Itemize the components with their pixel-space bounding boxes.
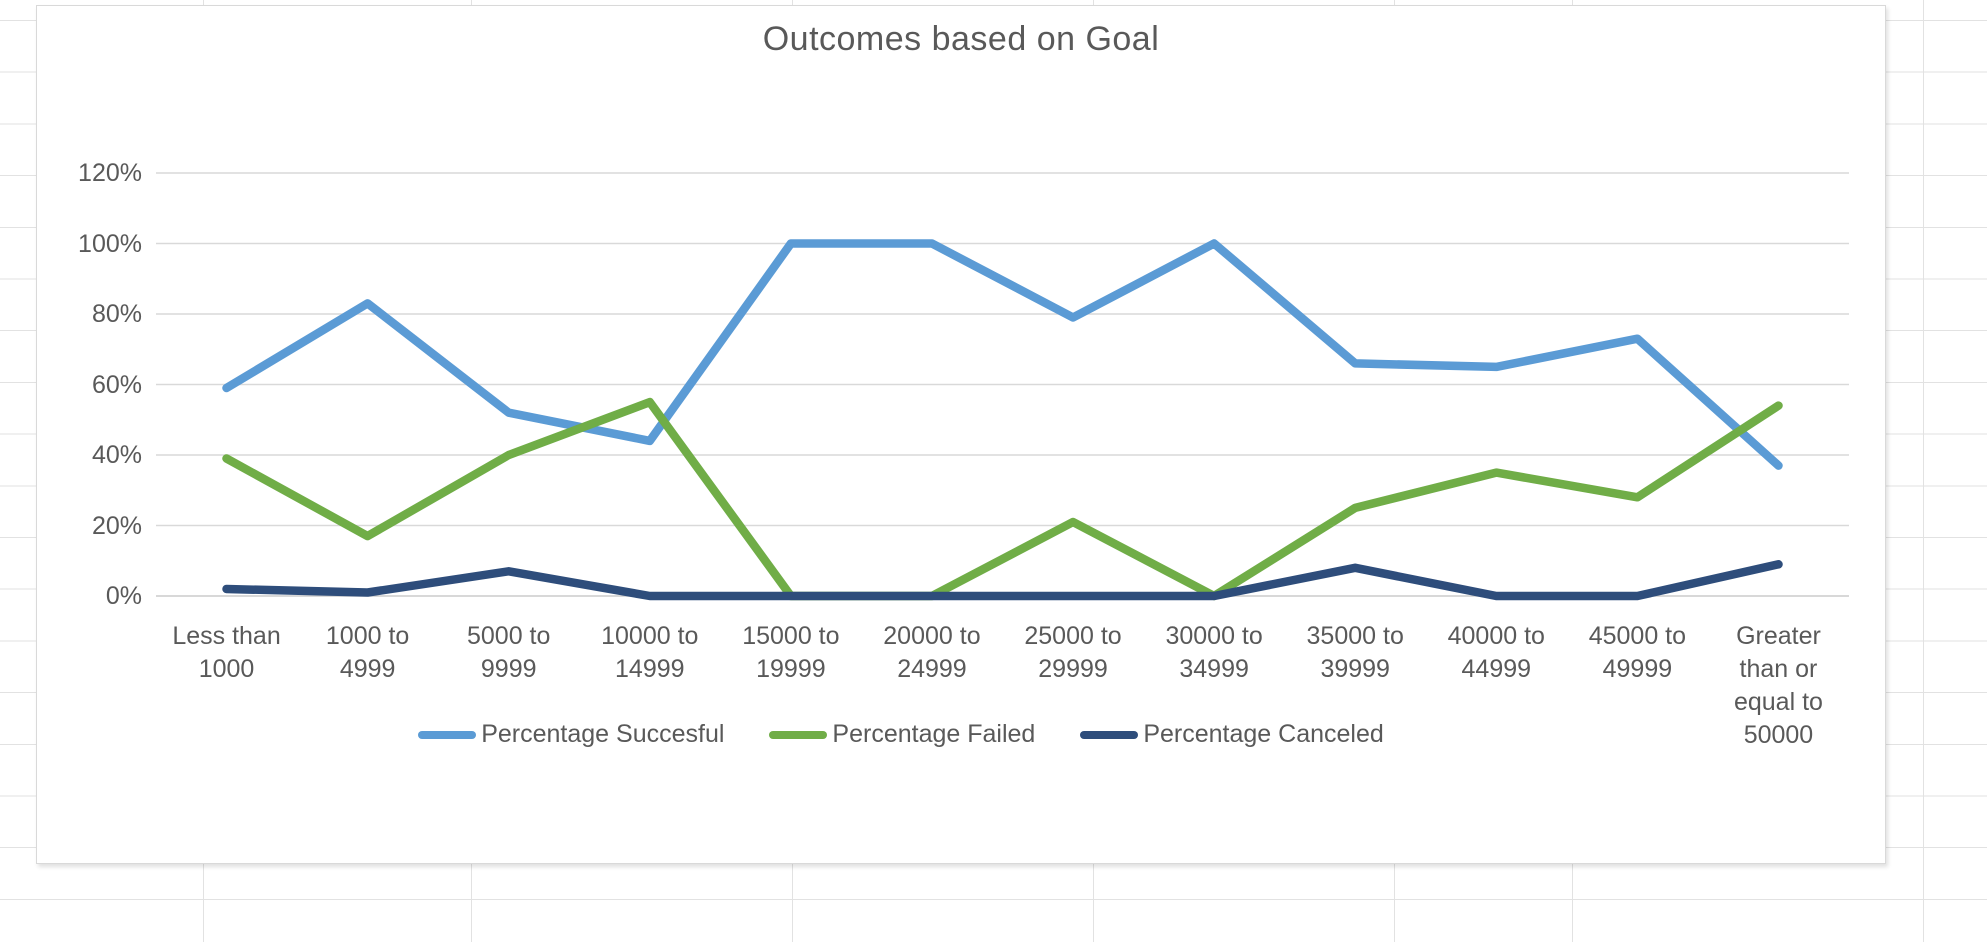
x-category-label-line: 34999 — [1179, 655, 1249, 683]
x-category-label-line: Greater — [1736, 622, 1821, 650]
legend-label: Percentage Canceled — [1143, 720, 1384, 748]
x-category-label-line: 39999 — [1320, 655, 1390, 683]
y-tick-label: 0% — [105, 582, 142, 610]
y-tick-label: 80% — [91, 300, 142, 328]
x-category-label-line: 15000 to — [742, 622, 840, 650]
legend-line-marker — [418, 730, 477, 739]
x-category-label: Greater than or equal to 50000 — [1703, 620, 1853, 752]
x-category-label-line: 49999 — [1602, 655, 1673, 683]
y-tick-label: 120% — [78, 159, 142, 187]
y-tick-label: 20% — [91, 511, 142, 540]
chart-legend: Percentage Succesful Percentage Failed Per… — [37, 720, 1885, 749]
x-category-label-line: 20000 to — [883, 622, 981, 650]
series-line-0[interactable] — [222, 239, 1783, 470]
x-category-label-line: 44999 — [1461, 655, 1532, 683]
x-category-label: 25000 to 29999 — [998, 620, 1148, 686]
legend-line-marker — [1080, 730, 1139, 739]
x-category-label-line: 45000 to — [1588, 622, 1687, 650]
x-category-label-line: 19999 — [756, 655, 826, 683]
x-category-label-line: 1000 — [198, 655, 255, 683]
x-category-label-line: 4999 — [339, 655, 396, 683]
x-category-label-line: 24999 — [897, 655, 967, 683]
x-category-label-line: 14999 — [615, 655, 685, 683]
x-category-label: 15000 to 19999 — [716, 620, 866, 686]
y-tick-label: 60% — [91, 370, 142, 399]
x-category-label: Less than 1000 — [152, 620, 302, 686]
series-line-2[interactable] — [222, 560, 1783, 601]
x-category-label-line: 1000 to — [325, 622, 410, 650]
y-tick-label: 100% — [78, 229, 142, 258]
x-category-label-line: than or — [1739, 655, 1818, 683]
legend-item[interactable]: Percentage Succesful — [418, 720, 724, 749]
x-category-label-line: 35000 to — [1306, 622, 1404, 650]
legend-line-marker — [769, 730, 828, 739]
x-category-label: 35000 to 39999 — [1280, 620, 1430, 686]
x-category-label-line: equal to — [1733, 688, 1823, 716]
legend-item[interactable]: Percentage Canceled — [1080, 720, 1384, 749]
x-category-label: 10000 to 14999 — [575, 620, 725, 686]
legend-item[interactable]: Percentage Failed — [769, 720, 1035, 749]
x-category-label-line: 29999 — [1038, 655, 1108, 683]
x-category-label: 5000 to 9999 — [434, 620, 584, 686]
y-tick-label: 40% — [91, 441, 142, 469]
legend-label: Percentage Succesful — [481, 720, 725, 748]
x-category-label-line: Less than — [172, 622, 281, 650]
x-category-label-line: 9999 — [480, 655, 537, 683]
x-category-label-line: 5000 to — [466, 622, 551, 650]
x-category-label-line: 50000 — [1743, 721, 1814, 749]
x-category-label: 30000 to 34999 — [1139, 620, 1289, 686]
x-category-label: 1000 to 4999 — [293, 620, 443, 686]
plot-area — [156, 172, 1849, 601]
x-category-label-line: 25000 to — [1024, 622, 1122, 650]
outcomes-chart[interactable]: Outcomes based on Goal 120% 100% 80% 60% 40%… — [36, 5, 1886, 864]
sheet-column-line — [1923, 0, 1924, 942]
x-category-label: 40000 to 44999 — [1421, 620, 1571, 686]
x-category-label: 20000 to 24999 — [857, 620, 1007, 686]
x-category-label-line: 30000 to — [1165, 622, 1263, 650]
series-line-1[interactable] — [222, 397, 1783, 601]
chart-title: Outcomes based on Goal — [762, 20, 1160, 58]
x-category-label-line: 40000 to — [1447, 622, 1545, 650]
x-category-label: 45000 to 49999 — [1562, 620, 1712, 686]
x-category-label-line: 10000 to — [601, 622, 699, 650]
legend-label: Percentage Failed — [832, 720, 1036, 748]
